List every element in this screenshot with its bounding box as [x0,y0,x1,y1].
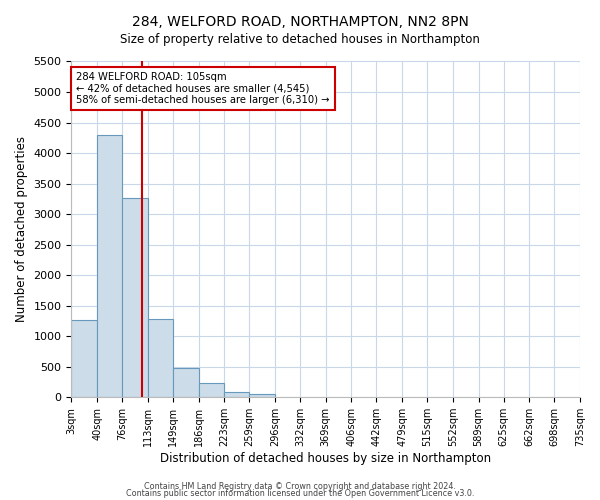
Text: Contains public sector information licensed under the Open Government Licence v3: Contains public sector information licen… [126,490,474,498]
Bar [199,383,224,397]
Bar [224,392,249,397]
Bar [97,134,122,397]
X-axis label: Distribution of detached houses by size in Northampton: Distribution of detached houses by size … [160,452,491,465]
Bar [249,394,275,397]
Bar [173,368,199,397]
Text: 284 WELFORD ROAD: 105sqm
← 42% of detached houses are smaller (4,545)
58% of sem: 284 WELFORD ROAD: 105sqm ← 42% of detach… [76,72,330,105]
Text: 284, WELFORD ROAD, NORTHAMPTON, NN2 8PN: 284, WELFORD ROAD, NORTHAMPTON, NN2 8PN [131,15,469,29]
Text: Size of property relative to detached houses in Northampton: Size of property relative to detached ho… [120,32,480,46]
Bar [148,319,173,397]
Bar [122,198,148,397]
Bar [71,320,97,397]
Text: Contains HM Land Registry data © Crown copyright and database right 2024.: Contains HM Land Registry data © Crown c… [144,482,456,491]
Y-axis label: Number of detached properties: Number of detached properties [15,136,28,322]
